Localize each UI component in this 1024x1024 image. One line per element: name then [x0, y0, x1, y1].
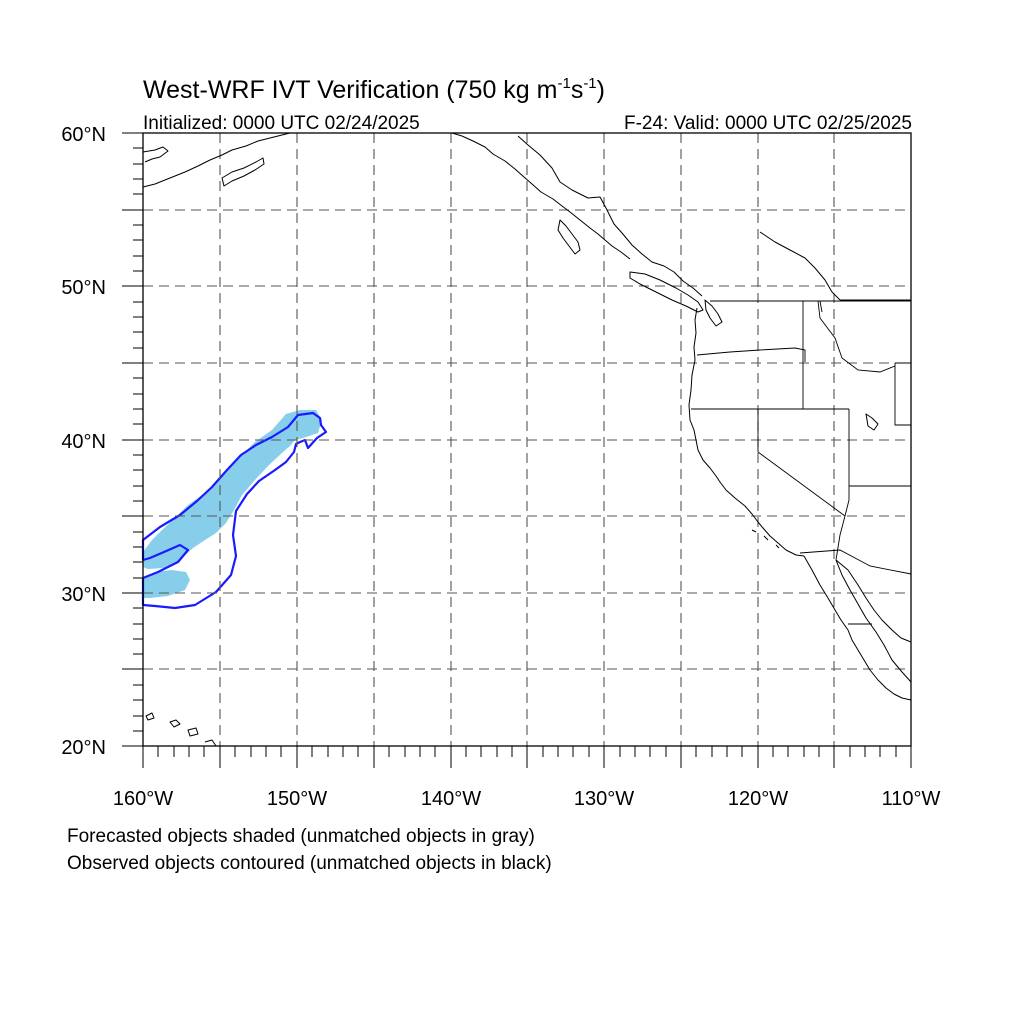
lon-label-110w: 110°W [882, 788, 941, 810]
border-us-mexico [799, 549, 912, 575]
lon-label-150w: 150°W [267, 788, 327, 810]
title-mid: s [571, 76, 584, 104]
latitude-labels: 60°N 50°N 40°N 30°N 20°N [61, 124, 106, 759]
title-exp1: -1 [557, 75, 570, 92]
coastline-puget-sound [704, 299, 723, 327]
coastline-haida-gwaii [557, 219, 581, 255]
forecast-object-main [143, 410, 322, 569]
observed-objects [141, 411, 328, 610]
coastline-great-salt-lake [865, 413, 879, 431]
map-panel [122, 132, 912, 768]
graticule [143, 133, 911, 746]
lon-label-120w: 120°W [728, 788, 788, 810]
note-observed: Observed objects contoured (unmatched ob… [67, 853, 552, 874]
border-ca-az [835, 515, 846, 561]
border-nv-ut [844, 409, 850, 517]
lon-label-140w: 140°W [421, 788, 481, 810]
coastline-vancouver-island [629, 271, 704, 313]
coastline-canada-interior [517, 135, 703, 297]
coastline-gulf-california [835, 559, 912, 643]
valid-label: F-24: Valid: 0000 UTC 02/25/2025 [624, 113, 912, 134]
left-minor-ticks [133, 147, 143, 732]
initialized-label: Initialized: 0000 UTC 02/24/2025 [143, 113, 420, 134]
left-major-ticks [122, 132, 143, 747]
map-title: West-WRF IVT Verification (750 kg m-1s-1… [143, 75, 605, 104]
coastline-alaska [142, 132, 291, 188]
forecast-objects [143, 410, 322, 598]
bottom-major-ticks [142, 746, 912, 768]
border-ca-nv [757, 409, 846, 517]
title-exp2: -1 [583, 75, 596, 92]
observed-object-outline [141, 411, 328, 610]
coastlines [142, 132, 912, 747]
longitude-labels: 160°W 150°W 140°W 130°W 120°W 110°W [113, 788, 941, 810]
state-borders [691, 299, 912, 625]
coastline-kodiak [221, 157, 265, 187]
coastline-bc-interior [759, 231, 841, 301]
border-idaho-panhandle [819, 300, 823, 313]
coastline-hawaii [145, 712, 217, 747]
lat-label-30: 30°N [61, 584, 106, 606]
coastline-baja [803, 555, 912, 701]
coastline-us-west [688, 307, 805, 557]
border-wa-or [696, 347, 806, 362]
coastline-mainland-mexico [835, 559, 912, 683]
title-main: West-WRF IVT Verification (750 kg m [143, 76, 557, 104]
note-forecast: Forecasted objects shaded (unmatched obj… [67, 826, 535, 847]
lon-label-160w: 160°W [113, 788, 173, 810]
bottom-minor-ticks [157, 746, 897, 757]
axis-ticks [122, 132, 912, 768]
forecast-object-south [143, 570, 190, 598]
coastline-channel-islands [751, 529, 780, 549]
title-close: ) [597, 76, 605, 104]
lat-label-20: 20°N [61, 737, 106, 759]
border-id-mt [817, 300, 896, 373]
coastline-alaska-panhandle [451, 132, 631, 260]
lat-label-60: 60°N [61, 124, 106, 146]
lon-label-130w: 130°W [574, 788, 634, 810]
lat-label-50: 50°N [61, 277, 106, 299]
border-wy [894, 362, 911, 426]
lat-label-40: 40°N [61, 431, 106, 453]
